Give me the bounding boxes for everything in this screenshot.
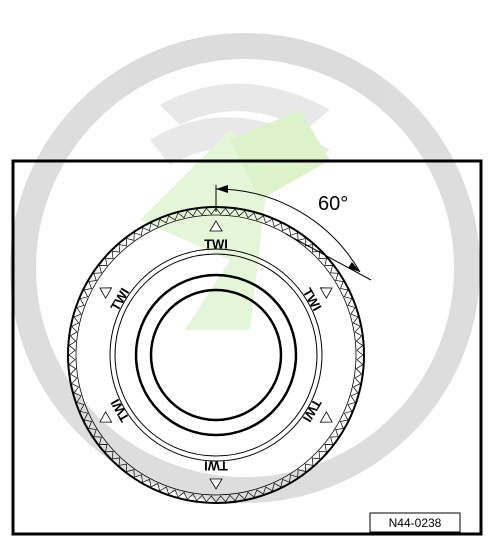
watermark-green [140,130,270,330]
dim-line [285,233,372,281]
angle-label: 60° [318,193,348,215]
twi-marker: TWI [204,220,228,251]
watermark-ring [10,33,480,503]
arrow-head [216,185,228,193]
tire: TWI TWI TWI TWI TWI TWI [67,206,365,504]
twi-triangle [209,478,223,490]
twi-label: TWI [300,396,325,424]
tread-base [75,214,357,496]
tread-teeth [68,207,364,503]
dim-arc [215,188,361,273]
rim-outer [109,248,323,462]
figure-code-box: N44-0238 [369,512,461,533]
twi-label: TWI [204,236,228,251]
code-box [369,512,461,533]
twi-label: TWI [204,459,228,474]
angle-dimension: 60° [215,185,372,281]
twi-triangle [209,220,223,232]
twi-label: TWI [107,396,132,424]
rim-inner [114,253,318,457]
watermark [10,33,480,503]
bead [134,273,298,437]
twi-label: TWI [107,285,132,313]
twi-label: TWI [300,285,325,313]
frame [11,159,483,536]
twi-triangle [319,287,333,300]
hub [149,288,283,422]
twi-marker: TWI [204,459,228,490]
twi-triangle [99,410,113,423]
twi-triangle [99,287,113,300]
arrow-head [348,262,360,272]
figure-code: N44-0238 [389,516,442,530]
watermark-green [230,110,330,200]
twi-triangle [319,410,333,423]
